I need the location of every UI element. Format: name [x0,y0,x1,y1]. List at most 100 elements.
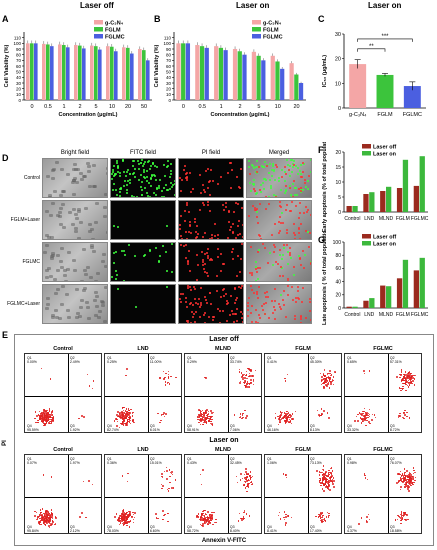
red-fluorescent-cell [304,316,307,319]
event-dot [285,474,287,476]
event-dot [210,416,212,418]
event-dot [401,474,403,477]
y-tick-label: 80 [335,253,341,259]
event-dot [249,475,251,477]
red-fluorescent-cell [198,174,201,177]
event-dot [167,373,170,376]
event-dot [131,516,133,518]
red-fluorescent-cell [207,187,210,190]
event-dot [202,510,204,513]
green-fluorescent-cell [259,190,262,193]
event-dot [246,377,249,380]
event-dot [171,473,174,476]
red-fluorescent-cell [284,166,287,169]
green-fluorescent-cell [262,196,265,197]
x-tick-label: 1 [220,104,223,110]
red-fluorescent-cell [185,176,188,179]
red-fluorescent-cell [186,320,189,323]
y-tick-label: 0 [338,106,341,112]
green-fluorescent-cell [133,175,136,178]
x-tick-label: 10 [109,104,115,110]
red-fluorescent-cell [211,258,214,261]
red-fluorescent-cell [217,248,220,251]
cell-texture [59,206,64,210]
event-dot [44,513,47,516]
red-fluorescent-cell [285,203,288,206]
event-dot [247,386,249,388]
panel-a-title: Laser off [80,1,114,10]
red-fluorescent-cell [185,201,188,204]
event-dot [123,523,125,526]
bar-gcn [176,43,181,100]
event-dot [166,470,168,472]
microscopy-image-merged [246,158,312,198]
event-dot [324,519,326,522]
red-fluorescent-cell [254,321,257,323]
microscopy-column-header: Bright field [60,150,90,156]
red-fluorescent-cell [299,189,302,192]
green-fluorescent-cell [248,166,251,169]
red-fluorescent-cell [179,297,182,300]
quadrant-label: Q1 [107,356,112,360]
cell-texture [66,268,71,272]
event-dot [242,376,244,379]
green-fluorescent-cell [261,181,264,184]
red-fluorescent-cell [179,244,182,247]
event-dot [324,482,327,484]
event-dot [247,473,249,476]
cell-texture [56,288,61,291]
cell-texture [70,222,75,226]
x-tick-label: 1 [62,104,65,110]
green-fluorescent-cell [170,169,173,172]
event-dot [116,420,119,423]
flow-scatter-plot: Q1 0.25% Q2 11.00% Q4 82.74% Q3 6.01% [104,353,182,433]
event-dot [43,416,46,418]
event-dot [215,518,217,521]
event-dot [128,419,131,421]
green-fluorescent-cell [288,174,291,177]
event-dot [285,417,288,419]
event-dot [365,412,367,414]
event-dot [54,523,56,526]
red-fluorescent-cell [310,225,311,228]
red-fluorescent-cell [238,233,241,236]
quadrant-label: Q1 [27,457,32,461]
event-dot [286,420,288,423]
event-dot [46,519,48,521]
event-dot [52,416,54,419]
red-fluorescent-cell [180,292,183,295]
green-fluorescent-cell [142,171,145,174]
event-dot [404,475,407,477]
event-dot [125,424,127,426]
red-fluorescent-cell [186,259,189,262]
event-dot [363,370,365,372]
event-dot [201,524,203,527]
event-dot [327,377,330,379]
red-fluorescent-cell [285,208,288,211]
event-dot [88,480,90,482]
x-tick-label: FGLMC [411,312,429,318]
event-dot [120,417,122,419]
x-tick-label: 10 [275,104,281,110]
event-dot [123,515,126,518]
y-axis-label: Cell Viability (%) [154,44,160,87]
red-fluorescent-cell [302,170,305,173]
green-fluorescent-cell [304,253,307,256]
cell-texture [100,304,105,308]
event-dot [285,513,287,516]
quadrant-label: Q4 [267,424,272,428]
quadrant-percent: 58.91% [187,428,199,432]
cell-texture [90,246,95,250]
event-dot [326,487,329,489]
bar-laseroff [363,194,369,212]
event-dot [324,381,326,383]
green-fluorescent-cell [269,163,272,166]
green-fluorescent-cell [257,248,260,251]
green-fluorescent-cell [160,190,163,193]
flow-cytometry-frame [14,334,434,546]
green-fluorescent-cell [159,255,162,258]
event-dot [121,475,124,477]
legend-label: g-C₃N₄ [105,20,124,26]
cell-texture [100,299,105,303]
event-dot [400,369,403,371]
